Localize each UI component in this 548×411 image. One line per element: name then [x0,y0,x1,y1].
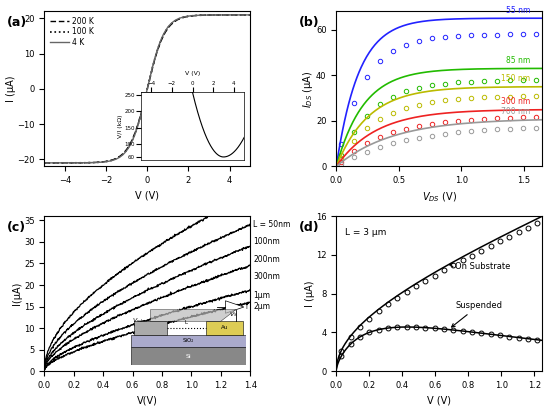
X-axis label: V (V): V (V) [427,395,452,405]
200 K [206,13,212,18]
Text: 85 nm: 85 nm [506,56,530,65]
Y-axis label: I (μA): I (μA) [5,76,15,102]
Text: 150 nm: 150 nm [501,74,530,83]
Text: On Substrate: On Substrate [449,262,510,271]
Line: 200 K: 200 K [44,15,250,163]
Y-axis label: $I_{DS}$ (μA): $I_{DS}$ (μA) [300,70,315,108]
100 K [62,160,68,165]
X-axis label: V (V): V (V) [135,191,159,201]
Text: 300nm: 300nm [253,272,280,281]
X-axis label: $V_{DS}$ (V): $V_{DS}$ (V) [422,191,457,204]
Text: Suspended: Suspended [452,301,502,327]
100 K [124,146,131,151]
Text: (d): (d) [299,221,320,234]
4 K [132,132,138,137]
200 K [132,130,138,135]
X-axis label: V(V): V(V) [137,395,158,405]
4 K [206,13,212,18]
Text: (c): (c) [7,221,26,234]
4 K [124,147,131,152]
200 K [202,13,208,18]
Line: 4 K: 4 K [44,15,250,163]
4 K [182,14,189,19]
100 K [182,14,189,19]
Text: 55 nm: 55 nm [506,6,530,15]
4 K [41,160,48,165]
Text: 200nm: 200nm [253,255,280,264]
100 K [206,13,212,18]
Text: 2μm: 2μm [253,302,270,311]
200 K [62,160,68,165]
Text: (a): (a) [7,16,27,29]
100 K [247,12,254,17]
Text: 300 nm: 300 nm [501,97,530,106]
200 K [247,12,254,17]
200 K [124,145,131,150]
100 K [41,160,48,165]
4 K [247,12,254,17]
Y-axis label: I (μA): I (μA) [305,280,315,307]
Text: L = 50nm: L = 50nm [253,220,290,229]
Legend: 200 K, 100 K, 4 K: 200 K, 100 K, 4 K [48,15,95,48]
Line: 100 K: 100 K [44,15,250,163]
Text: 100nm: 100nm [253,238,280,247]
Text: 700 nm: 700 nm [501,107,530,116]
200 K [182,14,189,19]
200 K [41,160,48,165]
Text: L = 3 μm: L = 3 μm [345,228,386,237]
4 K [202,13,208,18]
Text: (b): (b) [299,16,320,29]
100 K [132,131,138,136]
100 K [202,13,208,18]
Y-axis label: I(μA): I(μA) [13,282,22,305]
Text: 1μm: 1μm [253,291,270,300]
4 K [62,160,68,165]
